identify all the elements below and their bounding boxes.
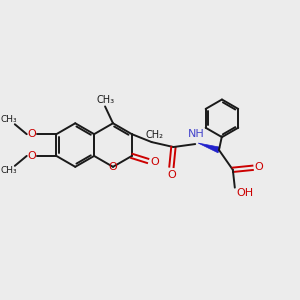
Text: O: O bbox=[150, 157, 159, 167]
Text: CH₃: CH₃ bbox=[96, 94, 114, 104]
Text: O: O bbox=[254, 162, 263, 172]
Polygon shape bbox=[198, 143, 220, 153]
Text: O: O bbox=[109, 162, 117, 172]
Text: CH₂: CH₂ bbox=[146, 130, 164, 140]
Text: CH₃: CH₃ bbox=[1, 115, 17, 124]
Text: OH: OH bbox=[236, 188, 253, 198]
Text: O: O bbox=[27, 151, 36, 161]
Text: O: O bbox=[167, 170, 176, 180]
Text: NH: NH bbox=[188, 129, 205, 139]
Text: CH₃: CH₃ bbox=[1, 166, 17, 175]
Text: O: O bbox=[27, 129, 36, 139]
